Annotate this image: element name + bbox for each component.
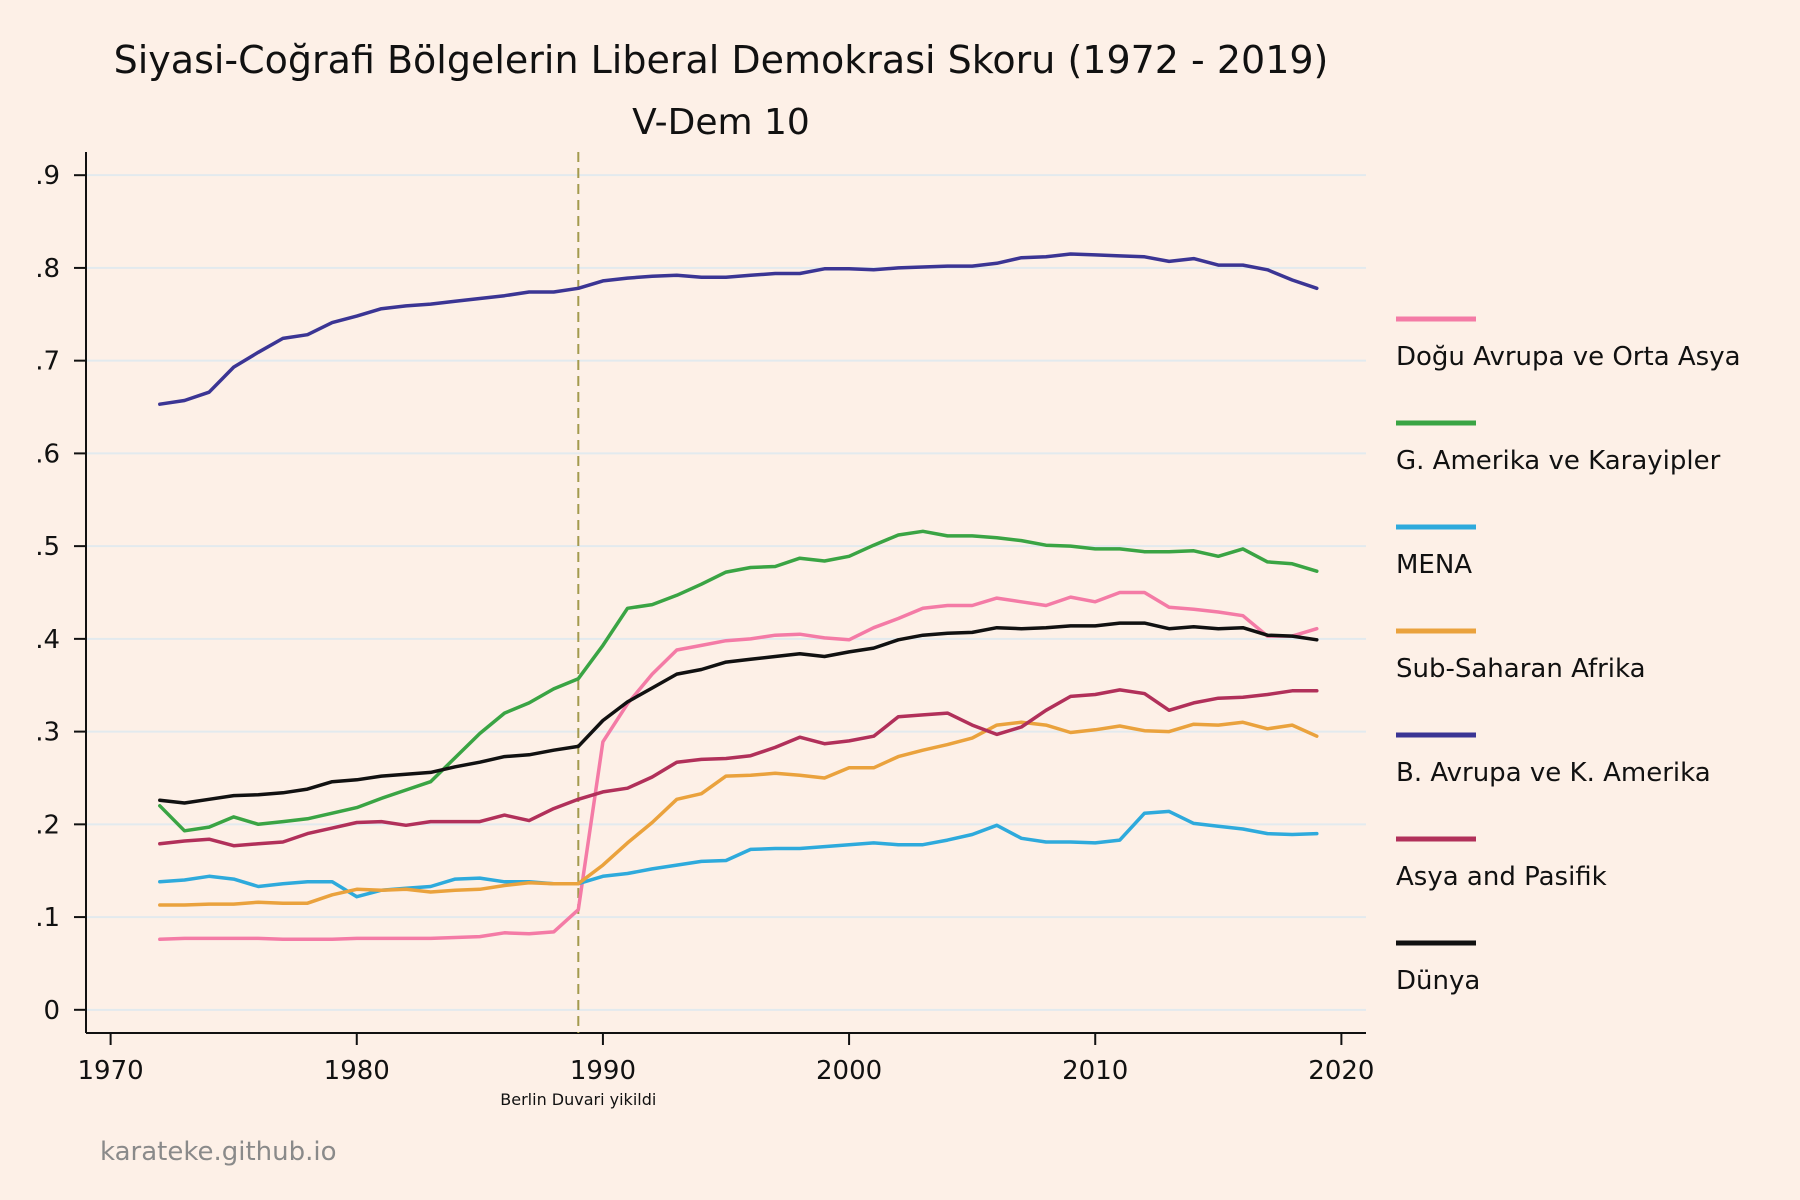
legend: Doğu Avrupa ve Orta Asya G. Amerika ve Ka… (1396, 316, 1741, 996)
legend-label: Asya and Pasifik (1396, 862, 1607, 892)
x-tick-label: 2000 (816, 1056, 882, 1086)
x-tick-label: 1980 (324, 1056, 390, 1086)
series-line-6 (158, 621, 1319, 805)
series-line-3 (158, 720, 1319, 907)
legend-label: MENA (1396, 550, 1472, 580)
x-tick-label: 2020 (1308, 1056, 1374, 1086)
legend-label: Sub-Saharan Afrika (1396, 654, 1646, 684)
series-line-0 (158, 590, 1319, 942)
axes: 0 .1 .2 .3 .4 .5 .6 .7 .8 .9 1970 1980 1990 2000 2010 2… (35, 152, 1374, 1086)
y-tick-label: .1 (35, 903, 60, 933)
chart-title: Siyasi-Coğrafi Bölgelerin Liberal Demokr… (114, 38, 1329, 82)
annotation-label: Berlin Duvari yikildi (500, 1090, 656, 1109)
chart-subtitle: V-Dem 10 (632, 102, 810, 143)
y-tick-label: .6 (35, 439, 60, 469)
annotation: Berlin Duvari yikildi (500, 152, 656, 1109)
grid-lines (86, 174, 1366, 1011)
legend-label: Doğu Avrupa ve Orta Asya (1396, 342, 1741, 372)
y-tick-label: .2 (35, 810, 60, 840)
legend-label: B. Avrupa ve K. Amerika (1396, 758, 1711, 788)
series-line-2 (158, 809, 1319, 899)
x-tick-label: 1970 (78, 1056, 144, 1086)
series-line-5 (158, 688, 1319, 848)
legend-label: G. Amerika ve Karayipler (1396, 446, 1721, 476)
series-line-4 (158, 252, 1319, 406)
credit-text: karateke.github.io (100, 1137, 337, 1167)
x-tick-label: 1990 (570, 1056, 636, 1086)
y-tick-label: .8 (35, 254, 60, 284)
y-tick-label: .7 (35, 347, 60, 377)
y-tick-label: 0 (43, 996, 60, 1026)
y-tick-label: .5 (35, 532, 60, 562)
y-tick-label: .4 (35, 625, 60, 655)
x-tick-label: 2010 (1062, 1056, 1128, 1086)
y-tick-label: .3 (35, 718, 60, 748)
series-line-1 (158, 529, 1319, 833)
series-lines (158, 252, 1319, 942)
y-tick-label: .9 (35, 161, 60, 191)
legend-label: Dünya (1396, 966, 1480, 996)
